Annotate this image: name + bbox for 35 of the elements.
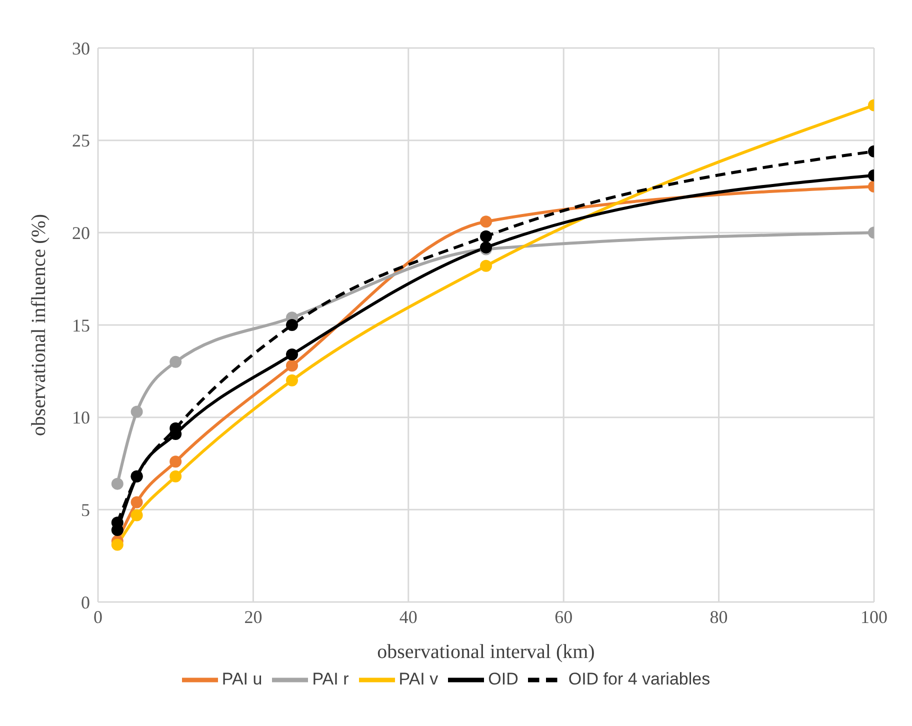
- point: [111, 538, 124, 551]
- point: [130, 496, 143, 508]
- x-tick-label: 100: [860, 606, 888, 627]
- point: [130, 509, 143, 522]
- point: [130, 406, 143, 418]
- point: [170, 456, 182, 468]
- y-tick-label: 0: [81, 592, 90, 612]
- y-tick-label: 30: [72, 38, 90, 58]
- y-axis-title: observational influence (%): [28, 214, 50, 436]
- point: [480, 260, 492, 272]
- point: [480, 230, 492, 242]
- y-tick-label: 20: [72, 223, 90, 244]
- legend-label: PAI u: [222, 669, 262, 688]
- legend-label: OID: [488, 669, 518, 688]
- x-tick-label: 20: [244, 606, 262, 627]
- x-tick-label: 80: [710, 606, 728, 627]
- y-tick-label: 25: [72, 130, 90, 151]
- point: [480, 216, 492, 228]
- point: [286, 374, 298, 386]
- point: [286, 319, 298, 331]
- legend-label: PAI r: [312, 669, 349, 688]
- point: [111, 478, 124, 490]
- point: [286, 348, 298, 361]
- x-axis-title: observational interval (km): [377, 641, 595, 663]
- x-tick-label: 40: [399, 606, 418, 627]
- point: [286, 360, 298, 372]
- point: [170, 470, 182, 482]
- point: [170, 356, 182, 368]
- x-tick-label: 0: [94, 606, 102, 627]
- y-tick-label: 15: [72, 315, 90, 336]
- legend-label: OID for 4 variables: [568, 669, 710, 688]
- x-tick-label: 60: [554, 606, 573, 627]
- y-tick-label: 5: [81, 500, 90, 520]
- legend-label: PAI v: [398, 669, 438, 688]
- y-tick-label: 10: [72, 408, 90, 428]
